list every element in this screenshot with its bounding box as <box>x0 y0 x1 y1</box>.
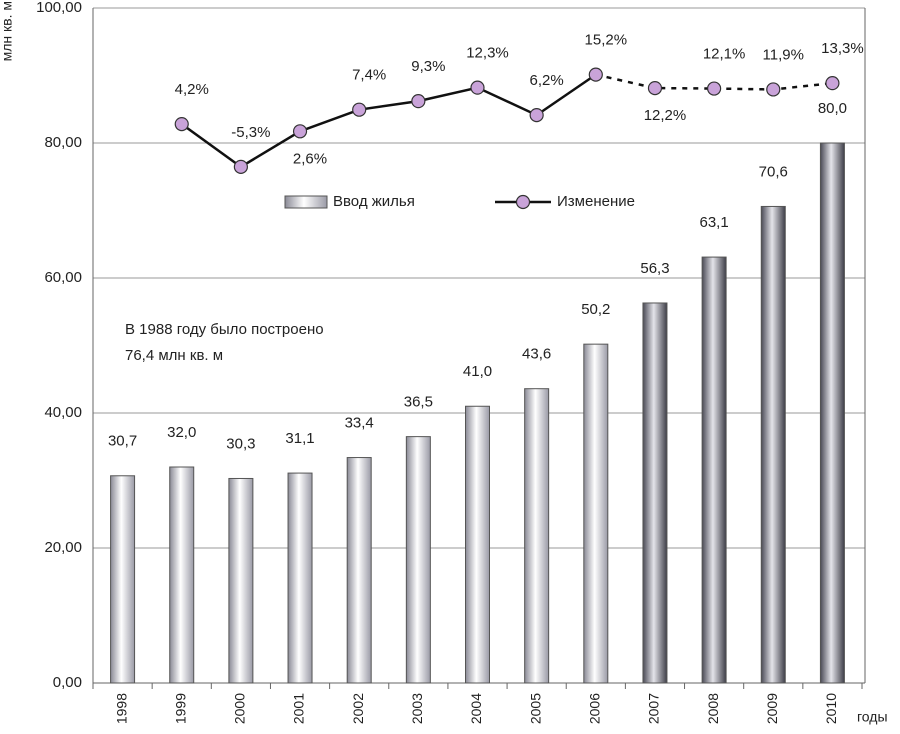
line-value-label: 12,3% <box>466 45 509 62</box>
bar-value-label: 31,1 <box>285 430 314 447</box>
bar-value-label: 50,2 <box>581 301 610 318</box>
x-tick-label: 2002 <box>350 693 366 724</box>
bar <box>524 388 550 684</box>
bar-value-label: 32,0 <box>167 424 196 441</box>
y-tick-label: 40,00 <box>44 404 82 421</box>
x-axis-label: годы <box>857 709 888 725</box>
line-value-label: 6,2% <box>530 72 564 89</box>
bar-value-label: 70,6 <box>759 163 788 180</box>
bar <box>405 436 431 684</box>
line <box>180 73 597 169</box>
x-tick-label: 2008 <box>705 693 721 724</box>
x-tick-label: 2006 <box>587 693 603 724</box>
bar <box>228 477 254 684</box>
line-value-label: 4,2% <box>175 81 209 98</box>
x-tick-label: 2003 <box>409 693 425 724</box>
line-point <box>411 94 426 109</box>
bar-value-label: 33,4 <box>345 415 374 432</box>
bar-value-label: 63,1 <box>700 214 729 231</box>
bar-value-label: 30,3 <box>226 435 255 452</box>
y-tick-label: 20,00 <box>44 539 82 556</box>
x-tick-label: 2005 <box>527 693 543 724</box>
line-value-label: 2,6% <box>293 150 327 167</box>
bar <box>819 142 845 684</box>
x-tick-label: 2001 <box>291 693 307 724</box>
line-value-label: -5,3% <box>231 124 270 141</box>
y-tick-label: 0,00 <box>53 674 82 691</box>
bar-value-label: 30,7 <box>108 433 137 450</box>
line-point <box>352 102 367 117</box>
line-point <box>825 76 840 91</box>
bar-value-label: 43,6 <box>522 346 551 363</box>
legend-swatch <box>284 195 328 209</box>
line-point <box>233 159 248 174</box>
line-value-label: 12,2% <box>644 107 687 124</box>
y-tick-label: 60,00 <box>44 269 82 286</box>
bar <box>760 205 786 684</box>
line-forecast <box>595 73 833 91</box>
line-point <box>174 116 189 132</box>
line-value-label: 9,3% <box>411 58 445 75</box>
x-tick-label: 2000 <box>232 693 248 724</box>
line-point <box>529 107 544 123</box>
x-tick-label: 2010 <box>823 693 839 724</box>
bar <box>583 343 609 684</box>
bar <box>642 302 668 684</box>
line-value-label: 15,2% <box>585 32 628 49</box>
bar <box>346 457 372 684</box>
y-tick-label: 80,00 <box>44 134 82 151</box>
bar-value-label: 80,0 <box>818 100 847 117</box>
x-tick-label: 1999 <box>172 693 188 724</box>
bar-value-label: 41,0 <box>463 363 492 380</box>
line-value-label: 7,4% <box>352 67 386 84</box>
x-tick-label: 1998 <box>113 693 129 724</box>
legend-swatch <box>515 194 531 210</box>
legend-label: Изменение <box>557 193 635 210</box>
bar-value-label: 56,3 <box>640 260 669 277</box>
x-tick-label: 2004 <box>468 693 484 724</box>
line-value-label: 12,1% <box>703 46 746 63</box>
line-point <box>707 81 722 96</box>
line-point <box>766 82 781 97</box>
bar <box>287 472 313 684</box>
line-point <box>588 67 603 82</box>
bar <box>465 405 490 684</box>
line-value-label: 11,9% <box>763 46 804 63</box>
line-point <box>292 124 308 139</box>
bar-value-label: 36,5 <box>404 394 433 411</box>
line-value-label: 13,3% <box>821 40 864 57</box>
bar <box>169 466 195 684</box>
line-point <box>647 80 663 96</box>
annotation: В 1988 году было построено <box>125 321 324 338</box>
y-axis-label: млн кв. м <box>0 1 15 61</box>
bar <box>110 475 136 684</box>
x-tick-label: 2009 <box>764 693 780 724</box>
y-tick-label: 100,00 <box>36 0 82 16</box>
x-tick-label: 2007 <box>646 693 662 724</box>
annotation: 76,4 млн кв. м <box>125 347 223 364</box>
line-point <box>470 80 485 95</box>
bar <box>701 256 727 684</box>
legend-label: Ввод жилья <box>333 193 415 210</box>
